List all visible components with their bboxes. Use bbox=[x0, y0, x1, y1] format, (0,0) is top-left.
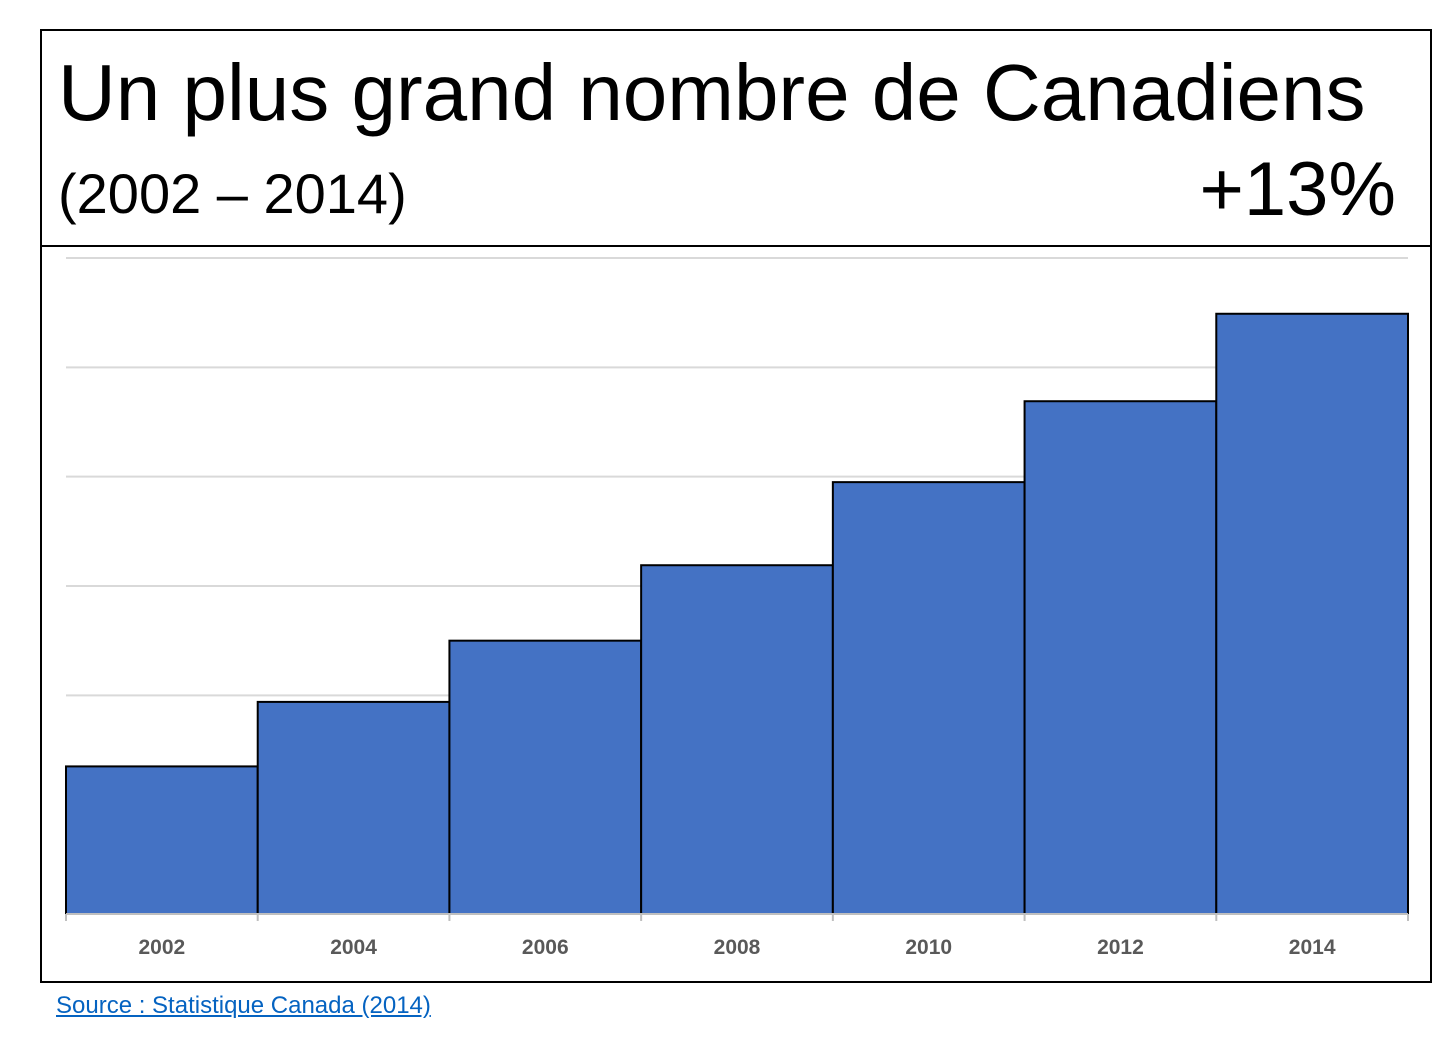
x-tick-label: 2012 bbox=[1097, 936, 1144, 959]
bar-chart: 2002 2004 2006 2008 2010 2012 2014 bbox=[65, 257, 1410, 959]
chart-frame: Un plus grand nombre de Canadiens (2002 … bbox=[40, 29, 1432, 983]
bar bbox=[1023, 400, 1218, 915]
chart-title: Un plus grand nombre de Canadiens bbox=[58, 48, 1366, 137]
x-tick-label: 2004 bbox=[330, 936, 377, 959]
bar bbox=[256, 700, 451, 916]
chart-subtitle: (2002 – 2014) bbox=[58, 162, 407, 225]
x-tick-label: 2006 bbox=[522, 936, 569, 959]
bar bbox=[448, 639, 643, 915]
source-link[interactable]: Source : Statistique Canada (2014) bbox=[56, 992, 431, 1019]
growth-percentage: +13% bbox=[1199, 147, 1397, 232]
bar bbox=[640, 564, 834, 915]
bar bbox=[1215, 312, 1410, 915]
x-tick-label: 2010 bbox=[905, 936, 952, 959]
plot-area: 2002 2004 2006 2008 2010 2012 2014 bbox=[42, 247, 1430, 981]
x-tick-label: 2002 bbox=[138, 936, 185, 959]
bar bbox=[65, 765, 259, 916]
chart-header: Un plus grand nombre de Canadiens (2002 … bbox=[42, 31, 1430, 247]
bar bbox=[831, 481, 1026, 915]
x-tick-label: 2008 bbox=[714, 936, 761, 959]
x-tick-label: 2014 bbox=[1289, 936, 1336, 959]
